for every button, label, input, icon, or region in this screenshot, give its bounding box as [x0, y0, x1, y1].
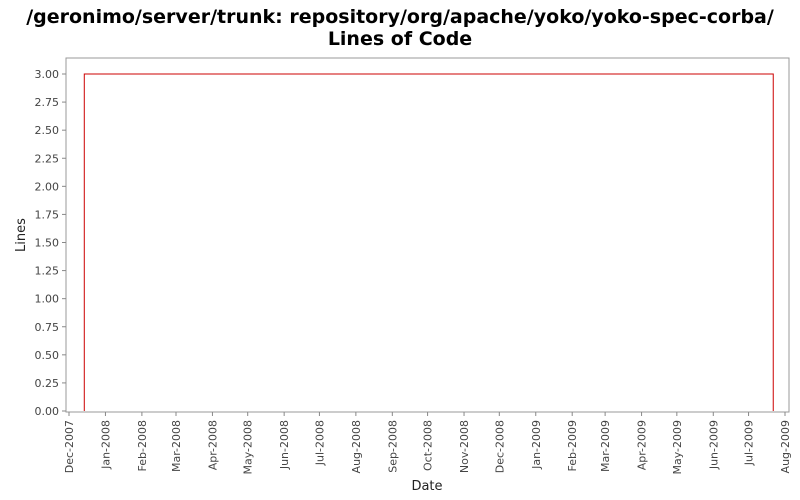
x-tick-label: May-2009: [671, 420, 684, 475]
y-tick-label: 1.75: [35, 208, 60, 221]
y-tick-label: 2.00: [35, 180, 60, 193]
x-tick-label: Feb-2008: [136, 420, 149, 471]
x-tick-label: Mar-2008: [170, 420, 183, 472]
chart-title: /geronimo/server/trunk: repository/org/a…: [26, 6, 774, 28]
x-tick-label: Jun-2008: [278, 420, 291, 470]
plot-area: [65, 57, 790, 413]
chart-subtitle: Lines of Code: [327, 28, 473, 50]
y-tick-label: 2.50: [35, 124, 60, 137]
y-tick-label: 1.25: [35, 265, 60, 278]
y-tick-label: 0.25: [35, 377, 60, 390]
y-tick-label: 2.25: [35, 152, 60, 165]
x-axis-title: Date: [411, 479, 442, 494]
x-tick-label: Jan-2008: [99, 420, 112, 470]
x-tick-label: Nov-2008: [458, 420, 471, 473]
x-tick-label: Jan-2009: [530, 420, 543, 470]
x-tick-label: Aug-2009: [779, 420, 792, 473]
y-tick-label: 0.00: [35, 405, 60, 418]
x-tick-label: Sep-2008: [386, 420, 399, 473]
x-tick-label: Oct-2008: [422, 420, 435, 471]
y-axis: 0.00 0.25 0.50 0.75 1.00 1.25 1.50 1.75 2.00 2.25…: [35, 68, 66, 418]
x-tick-label: Feb-2009: [566, 420, 579, 471]
x-tick-label: Apr-2008: [206, 420, 219, 470]
y-tick-label: 1.50: [35, 237, 60, 250]
x-tick-label: Aug-2008: [350, 420, 363, 473]
x-tick-label: Mar-2009: [599, 420, 612, 472]
y-tick-label: 2.75: [35, 96, 60, 109]
x-tick-label: Dec-2007: [63, 420, 76, 473]
y-tick-label: 1.00: [35, 293, 60, 306]
x-tick-label: Dec-2008: [493, 420, 506, 473]
x-tick-label: Jul-2009: [743, 420, 756, 466]
x-tick-label: Jun-2009: [707, 420, 720, 470]
y-tick-label: 0.75: [35, 321, 60, 334]
series-layer: [83, 73, 774, 411]
x-tick-label: Apr-2009: [636, 420, 649, 470]
x-axis: Dec-2007 Jan-2008 Feb-2008 Mar-2008 Apr-2008…: [63, 412, 792, 475]
x-tick-label: Jul-2008: [313, 420, 326, 466]
x-tick-label: May-2008: [242, 420, 255, 475]
series-line: [83, 73, 774, 411]
y-tick-label: 0.50: [35, 349, 60, 362]
y-axis-title: Lines: [14, 218, 29, 252]
y-tick-label: 3.00: [35, 68, 60, 81]
